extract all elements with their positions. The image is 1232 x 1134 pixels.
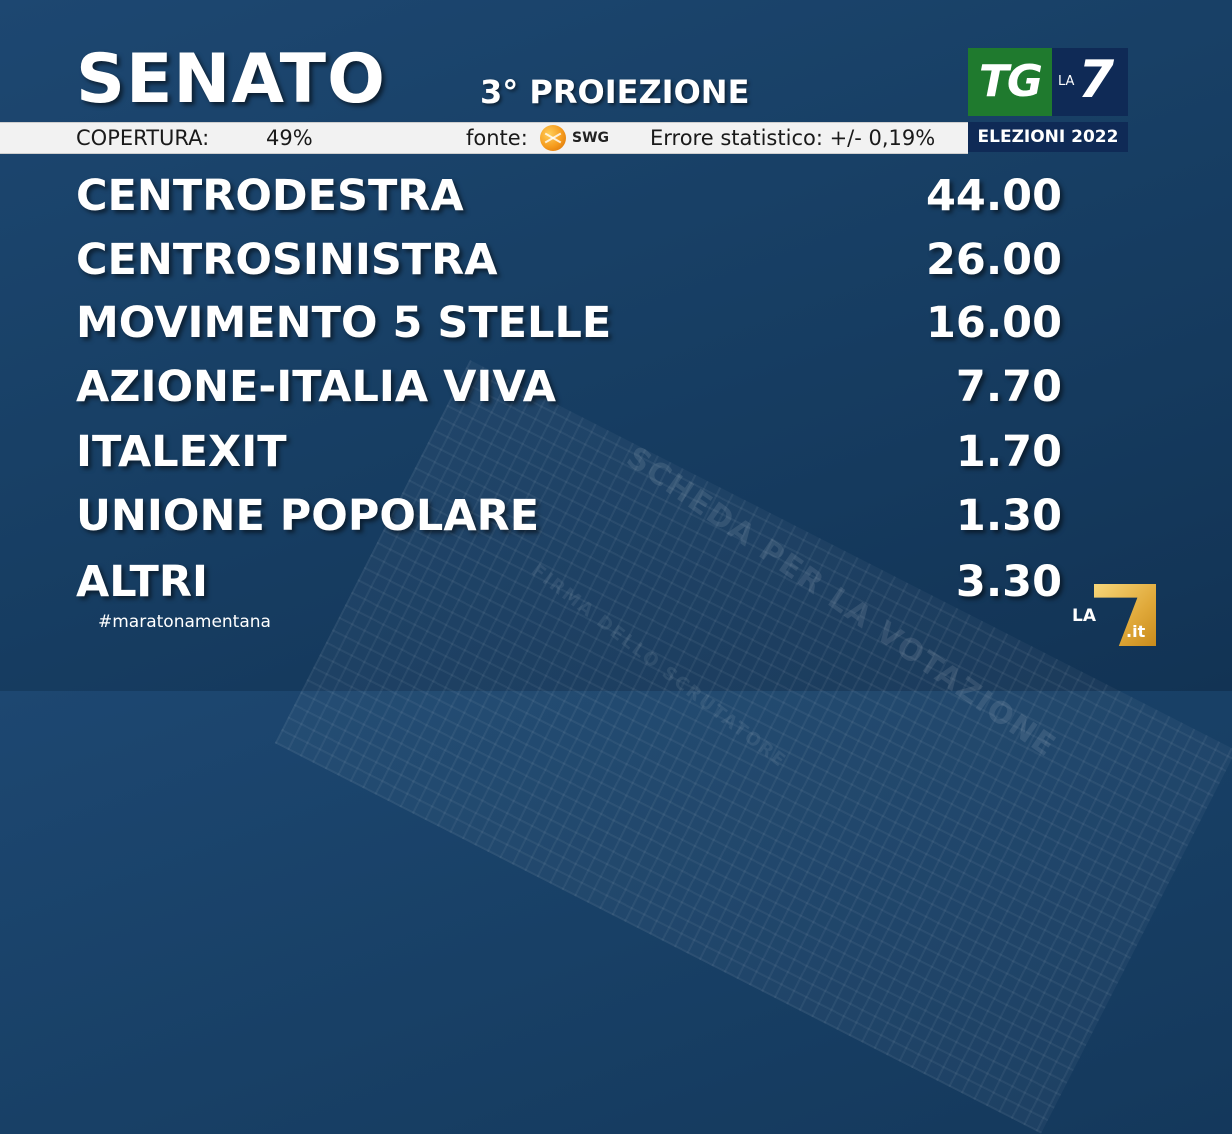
party-name: AZIONE-ITALIA VIVA bbox=[76, 362, 557, 412]
swg-ball-icon bbox=[540, 125, 566, 151]
la7-logo: LA 7 bbox=[1052, 48, 1128, 116]
tg-logo: TG bbox=[968, 48, 1052, 116]
hashtag: #maratonamentana bbox=[98, 612, 271, 632]
la7-it-logo: LA .it bbox=[1070, 584, 1160, 646]
party-value: 1.70 bbox=[955, 427, 1062, 477]
party-name: ITALEXIT bbox=[76, 427, 287, 477]
result-row: UNIONE POPOLARE 1.30 bbox=[0, 491, 1232, 541]
coverage-label: COPERTURA: bbox=[76, 126, 210, 150]
party-value: 16.00 bbox=[925, 298, 1062, 348]
result-row: MOVIMENTO 5 STELLE 16.00 bbox=[0, 298, 1232, 348]
result-row: CENTRODESTRA 44.00 bbox=[0, 171, 1232, 221]
la7-seven-text: 7 bbox=[1078, 50, 1115, 110]
party-value: 3.30 bbox=[955, 557, 1062, 607]
tg-la7-logo: TG LA 7 ELEZIONI 2022 bbox=[968, 48, 1128, 154]
result-row: ITALEXIT 1.70 bbox=[0, 427, 1232, 477]
la7-seven-icon bbox=[1094, 584, 1156, 646]
result-row: CENTROSINISTRA 26.00 bbox=[0, 235, 1232, 285]
result-row: AZIONE-ITALIA VIVA 7.70 bbox=[0, 362, 1232, 412]
result-row: ALTRI 3.30 bbox=[0, 557, 1232, 607]
party-name: CENTROSINISTRA bbox=[76, 235, 498, 285]
source-label: fonte: bbox=[466, 126, 528, 150]
elections-badge: ELEZIONI 2022 bbox=[968, 122, 1128, 152]
statistical-error: Errore statistico: +/- 0,19% bbox=[650, 126, 936, 150]
swg-logo-text: SWG bbox=[572, 130, 610, 146]
coverage-value: 49% bbox=[266, 126, 313, 150]
party-value: 1.30 bbox=[955, 491, 1062, 541]
party-name: MOVIMENTO 5 STELLE bbox=[76, 298, 612, 348]
projection-label: 3° PROIEZIONE bbox=[480, 73, 750, 111]
party-name: CENTRODESTRA bbox=[76, 171, 464, 221]
swg-logo: SWG bbox=[540, 124, 620, 152]
party-name: UNIONE POPOLARE bbox=[76, 491, 540, 541]
la7-it-suffix: .it bbox=[1126, 622, 1146, 641]
party-value: 26.00 bbox=[925, 235, 1062, 285]
party-value: 44.00 bbox=[925, 171, 1062, 221]
la7-it-la-text: LA bbox=[1072, 606, 1096, 626]
party-value: 7.70 bbox=[955, 362, 1062, 412]
party-name: ALTRI bbox=[76, 557, 209, 607]
la7-la-text: LA bbox=[1058, 74, 1075, 89]
info-bar: COPERTURA: 49% fonte: SWG Errore statist… bbox=[0, 122, 968, 154]
page-title: SENATO bbox=[76, 40, 386, 119]
